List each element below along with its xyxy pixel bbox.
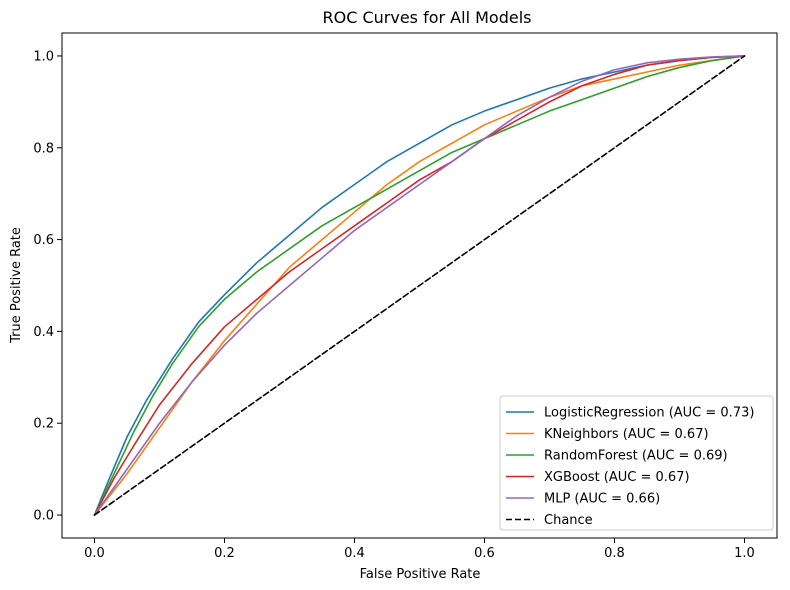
legend-entry: KNeighbors (AUC = 0.67) xyxy=(544,427,709,442)
legend-entry: XGBoost (AUC = 0.67) xyxy=(544,470,690,485)
x-axis: 0.0 0.2 0.4 0.6 0.8 1.0 xyxy=(84,538,755,561)
y-axis: 0.0 0.2 0.4 0.6 0.8 1.0 xyxy=(33,49,62,524)
legend-entry: Chance xyxy=(544,513,593,528)
legend-box xyxy=(499,395,774,531)
x-axis-label: False Positive Rate xyxy=(360,567,481,582)
x-tick-label: 0.8 xyxy=(604,546,625,561)
x-tick-label: 0.0 xyxy=(84,546,105,561)
legend: LogisticRegression (AUC = 0.73) KNeighbor… xyxy=(499,395,774,531)
series-lines xyxy=(93,55,746,516)
x-tick-label: 0.2 xyxy=(214,546,235,561)
y-tick-label: 0.6 xyxy=(33,233,54,248)
series-line-4 xyxy=(93,55,746,516)
series-line-1 xyxy=(93,55,746,516)
legend-entry: MLP (AUC = 0.66) xyxy=(544,492,660,507)
y-axis-label: True Positive Rate xyxy=(9,227,24,344)
series-line-0 xyxy=(93,55,746,516)
series-line-3 xyxy=(93,55,746,516)
series-line-2 xyxy=(93,55,746,516)
plot-frame xyxy=(61,32,778,539)
x-tick-label: 0.6 xyxy=(474,546,495,561)
y-tick-label: 0.0 xyxy=(33,509,54,524)
y-tick-label: 0.4 xyxy=(33,325,54,340)
y-tick-label: 0.8 xyxy=(33,141,54,156)
legend-entry: RandomForest (AUC = 0.69) xyxy=(544,449,728,464)
series-line-5 xyxy=(93,55,746,516)
x-tick-label: 0.4 xyxy=(344,546,365,561)
y-tick-label: 1.0 xyxy=(33,49,54,64)
x-tick-label: 1.0 xyxy=(734,546,755,561)
chart-title: ROC Curves for All Models xyxy=(323,8,532,27)
y-tick-label: 0.2 xyxy=(33,417,54,432)
legend-entry: LogisticRegression (AUC = 0.73) xyxy=(544,406,754,421)
